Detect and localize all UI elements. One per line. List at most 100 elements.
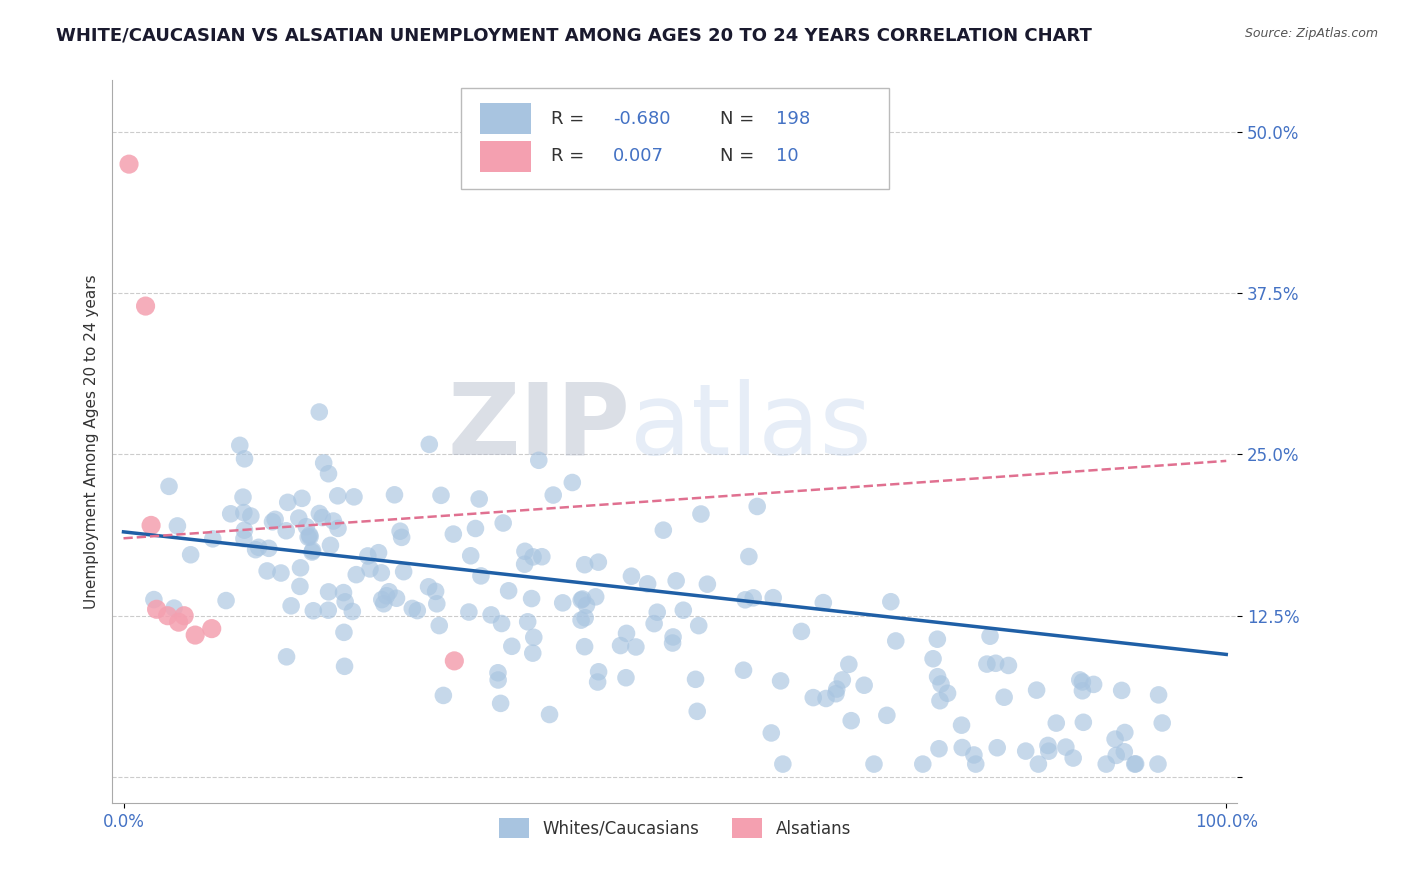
Point	[929, 677, 952, 691]
Point	[308, 507, 330, 521]
Point	[470, 569, 492, 583]
Point	[801, 690, 824, 705]
Point	[1125, 756, 1147, 771]
Point	[357, 549, 380, 563]
Point	[344, 567, 367, 582]
Point	[215, 593, 238, 607]
Point	[426, 597, 449, 611]
Point	[333, 625, 356, 640]
Point	[1038, 744, 1060, 758]
Point	[460, 549, 482, 563]
Point	[911, 757, 934, 772]
Point	[288, 511, 311, 525]
Point	[391, 530, 413, 544]
Text: N =: N =	[720, 110, 759, 128]
Point	[257, 541, 280, 556]
Point	[624, 640, 647, 654]
Point	[574, 640, 596, 654]
Point	[927, 632, 949, 647]
Point	[1069, 673, 1091, 687]
Point	[264, 512, 287, 526]
Point	[326, 521, 349, 535]
Point	[1105, 748, 1128, 763]
Text: 10: 10	[776, 147, 799, 165]
Point	[880, 595, 903, 609]
Point	[427, 618, 450, 632]
Point	[569, 593, 592, 607]
Point	[772, 757, 794, 772]
Point	[814, 691, 837, 706]
Text: 0.007: 0.007	[613, 147, 664, 165]
Point	[145, 602, 167, 616]
Point	[1123, 757, 1146, 772]
Point	[997, 658, 1019, 673]
Point	[468, 491, 491, 506]
Text: ZIP: ZIP	[447, 378, 630, 475]
Y-axis label: Unemployment Among Ages 20 to 24 years: Unemployment Among Ages 20 to 24 years	[83, 274, 98, 609]
Point	[742, 591, 765, 605]
Point	[389, 524, 412, 539]
Point	[1111, 683, 1133, 698]
Point	[561, 475, 583, 490]
Point	[418, 580, 440, 594]
Point	[652, 523, 675, 537]
Point	[734, 592, 756, 607]
Point	[229, 438, 252, 452]
Point	[219, 507, 242, 521]
Point	[993, 690, 1015, 705]
Point	[643, 616, 665, 631]
Point	[385, 591, 408, 606]
Point	[262, 515, 284, 529]
Point	[979, 629, 1001, 643]
Point	[1025, 683, 1047, 698]
Point	[986, 740, 1008, 755]
Point	[256, 564, 278, 578]
Point	[520, 591, 543, 606]
Point	[929, 694, 952, 708]
Point	[322, 514, 344, 528]
Point	[184, 628, 207, 642]
Point	[489, 697, 512, 711]
Point	[761, 726, 783, 740]
Point	[686, 704, 709, 718]
Point	[965, 757, 987, 772]
Point	[375, 589, 398, 603]
Point	[1015, 744, 1038, 758]
Point	[574, 611, 596, 625]
Point	[1071, 683, 1094, 698]
Text: -0.680: -0.680	[613, 110, 671, 128]
Point	[1062, 751, 1084, 765]
Point	[936, 686, 959, 700]
Point	[232, 532, 254, 546]
Point	[571, 591, 593, 606]
Point	[637, 577, 659, 591]
Point	[392, 565, 415, 579]
Point	[201, 532, 224, 546]
Point	[270, 566, 292, 580]
Point	[522, 549, 544, 564]
Point	[922, 652, 945, 666]
Point	[280, 599, 302, 613]
Point	[513, 558, 536, 572]
Point	[522, 646, 544, 660]
Point	[343, 490, 366, 504]
Point	[1114, 745, 1136, 759]
Point	[984, 657, 1007, 671]
Point	[245, 542, 267, 557]
Point	[371, 592, 394, 607]
Text: 198: 198	[776, 110, 810, 128]
Point	[1036, 739, 1059, 753]
Point	[1147, 757, 1170, 772]
Point	[156, 608, 179, 623]
Point	[1054, 740, 1077, 755]
Point	[298, 528, 321, 542]
Point	[825, 681, 848, 696]
Point	[838, 657, 860, 672]
Point	[569, 613, 592, 627]
Point	[588, 555, 610, 569]
Point	[201, 622, 224, 636]
Point	[762, 591, 785, 605]
Point	[530, 549, 553, 564]
Point	[239, 509, 262, 524]
Point	[661, 636, 683, 650]
